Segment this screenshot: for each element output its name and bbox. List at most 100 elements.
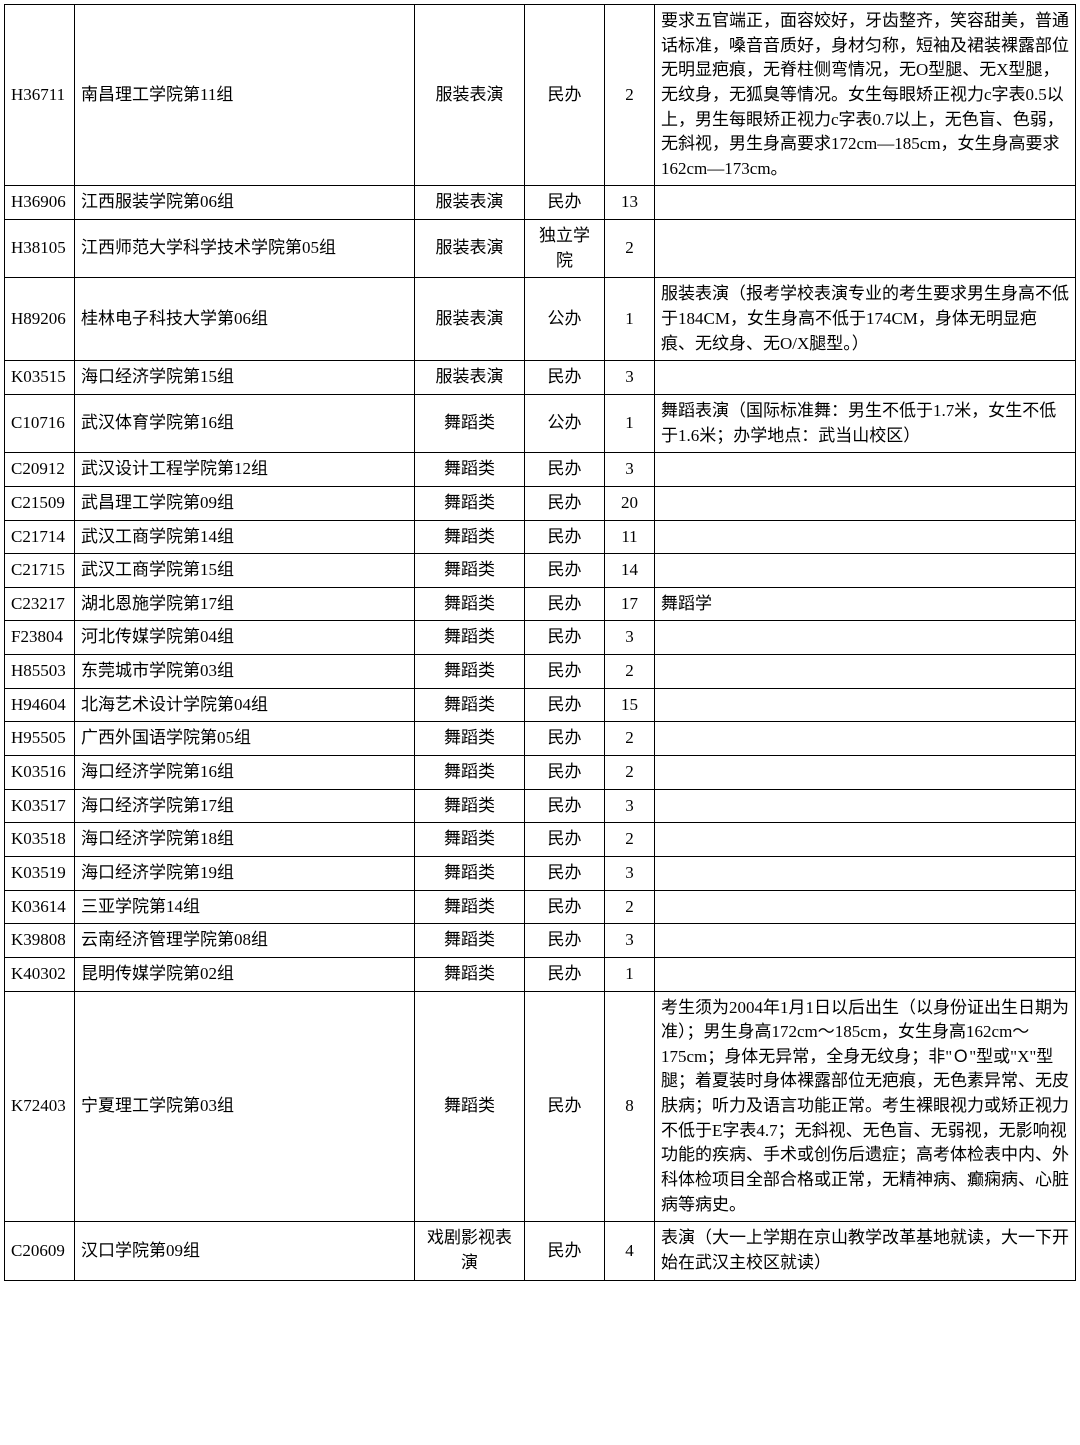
cell-note — [655, 856, 1076, 890]
table-row: H95505广西外国语学院第05组舞蹈类民办2 — [5, 722, 1076, 756]
cell-note: 舞蹈学 — [655, 587, 1076, 621]
cell-note — [655, 924, 1076, 958]
cell-category: 舞蹈类 — [415, 486, 525, 520]
cell-category: 服装表演 — [415, 361, 525, 395]
table-row: H85503东莞城市学院第03组舞蹈类民办2 — [5, 655, 1076, 689]
cell-type: 民办 — [525, 520, 605, 554]
cell-category: 舞蹈类 — [415, 394, 525, 452]
cell-num: 4 — [605, 1222, 655, 1280]
cell-note — [655, 756, 1076, 790]
cell-num: 1 — [605, 278, 655, 361]
cell-type: 公办 — [525, 394, 605, 452]
cell-code: H95505 — [5, 722, 75, 756]
cell-code: K03515 — [5, 361, 75, 395]
cell-type: 公办 — [525, 278, 605, 361]
cell-type: 独立学院 — [525, 220, 605, 278]
cell-code: K72403 — [5, 991, 75, 1222]
cell-code: H38105 — [5, 220, 75, 278]
cell-category: 舞蹈类 — [415, 655, 525, 689]
cell-type: 民办 — [525, 722, 605, 756]
cell-code: H36906 — [5, 186, 75, 220]
cell-num: 20 — [605, 486, 655, 520]
table-row: K03517海口经济学院第17组舞蹈类民办3 — [5, 789, 1076, 823]
cell-category: 服装表演 — [415, 186, 525, 220]
cell-note — [655, 722, 1076, 756]
cell-type: 民办 — [525, 486, 605, 520]
cell-category: 舞蹈类 — [415, 890, 525, 924]
table-row: H36906江西服装学院第06组服装表演民办13 — [5, 186, 1076, 220]
cell-num: 1 — [605, 957, 655, 991]
cell-code: C21715 — [5, 554, 75, 588]
cell-note — [655, 823, 1076, 857]
cell-name: 昆明传媒学院第02组 — [75, 957, 415, 991]
cell-name: 海口经济学院第16组 — [75, 756, 415, 790]
cell-num: 3 — [605, 789, 655, 823]
cell-note — [655, 621, 1076, 655]
table-row: K40302昆明传媒学院第02组舞蹈类民办1 — [5, 957, 1076, 991]
cell-note — [655, 220, 1076, 278]
cell-code: K03518 — [5, 823, 75, 857]
cell-type: 民办 — [525, 361, 605, 395]
cell-type: 民办 — [525, 5, 605, 186]
cell-name: 汉口学院第09组 — [75, 1222, 415, 1280]
table-row: C10716武汉体育学院第16组舞蹈类公办1舞蹈表演（国际标准舞：男生不低于1.… — [5, 394, 1076, 452]
cell-category: 舞蹈类 — [415, 587, 525, 621]
cell-name: 南昌理工学院第11组 — [75, 5, 415, 186]
cell-num: 15 — [605, 688, 655, 722]
cell-num: 2 — [605, 823, 655, 857]
cell-category: 舞蹈类 — [415, 991, 525, 1222]
table-row: F23804河北传媒学院第04组舞蹈类民办3 — [5, 621, 1076, 655]
cell-note: 舞蹈表演（国际标准舞：男生不低于1.7米，女生不低于1.6米；办学地点：武当山校… — [655, 394, 1076, 452]
cell-num: 2 — [605, 756, 655, 790]
cell-note — [655, 453, 1076, 487]
cell-type: 民办 — [525, 554, 605, 588]
cell-name: 武汉设计工程学院第12组 — [75, 453, 415, 487]
cell-type: 民办 — [525, 453, 605, 487]
cell-note: 服装表演（报考学校表演专业的考生要求男生身高不低于184CM，女生身高不低于17… — [655, 278, 1076, 361]
cell-category: 舞蹈类 — [415, 520, 525, 554]
cell-num: 8 — [605, 991, 655, 1222]
cell-num: 2 — [605, 890, 655, 924]
table-row: K72403宁夏理工学院第03组舞蹈类民办8考生须为2004年1月1日以后出生（… — [5, 991, 1076, 1222]
table-row: H94604北海艺术设计学院第04组舞蹈类民办15 — [5, 688, 1076, 722]
cell-num: 3 — [605, 856, 655, 890]
cell-code: C10716 — [5, 394, 75, 452]
table-row: C21509武昌理工学院第09组舞蹈类民办20 — [5, 486, 1076, 520]
cell-note — [655, 554, 1076, 588]
cell-num: 11 — [605, 520, 655, 554]
cell-num: 1 — [605, 394, 655, 452]
cell-num: 14 — [605, 554, 655, 588]
cell-category: 舞蹈类 — [415, 722, 525, 756]
data-table: H36711南昌理工学院第11组服装表演民办2要求五官端正，面容姣好，牙齿整齐，… — [4, 4, 1076, 1281]
cell-code: H85503 — [5, 655, 75, 689]
cell-note — [655, 186, 1076, 220]
cell-category: 舞蹈类 — [415, 957, 525, 991]
cell-category: 舞蹈类 — [415, 756, 525, 790]
cell-name: 海口经济学院第15组 — [75, 361, 415, 395]
cell-code: C21509 — [5, 486, 75, 520]
cell-type: 民办 — [525, 587, 605, 621]
cell-note: 表演（大一上学期在京山教学改革基地就读，大一下开始在武汉主校区就读） — [655, 1222, 1076, 1280]
cell-num: 13 — [605, 186, 655, 220]
cell-name: 东莞城市学院第03组 — [75, 655, 415, 689]
cell-type: 民办 — [525, 823, 605, 857]
cell-note — [655, 789, 1076, 823]
cell-type: 民办 — [525, 924, 605, 958]
cell-name: 武昌理工学院第09组 — [75, 486, 415, 520]
cell-note — [655, 520, 1076, 554]
cell-type: 民办 — [525, 756, 605, 790]
cell-code: F23804 — [5, 621, 75, 655]
cell-name: 宁夏理工学院第03组 — [75, 991, 415, 1222]
cell-code: C23217 — [5, 587, 75, 621]
cell-type: 民办 — [525, 1222, 605, 1280]
table-row: K03515海口经济学院第15组服装表演民办3 — [5, 361, 1076, 395]
cell-name: 海口经济学院第19组 — [75, 856, 415, 890]
cell-name: 广西外国语学院第05组 — [75, 722, 415, 756]
cell-name: 武汉工商学院第15组 — [75, 554, 415, 588]
cell-num: 2 — [605, 722, 655, 756]
cell-name: 江西师范大学科学技术学院第05组 — [75, 220, 415, 278]
cell-type: 民办 — [525, 186, 605, 220]
table-row: C20912武汉设计工程学院第12组舞蹈类民办3 — [5, 453, 1076, 487]
cell-category: 舞蹈类 — [415, 554, 525, 588]
cell-code: K40302 — [5, 957, 75, 991]
